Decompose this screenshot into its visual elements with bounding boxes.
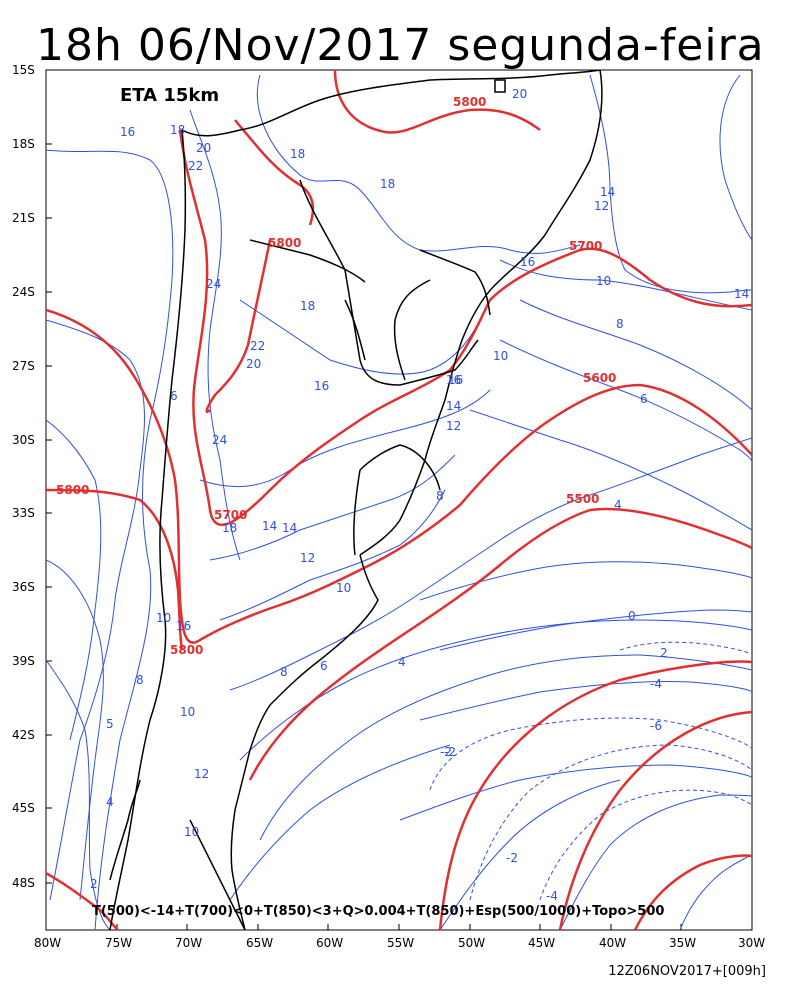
temp-label: 12 — [194, 767, 209, 781]
temp-label: 16 — [446, 373, 461, 387]
temp-label: 10 — [336, 581, 351, 595]
thickness-contours — [46, 70, 752, 930]
temp-label: 16 — [448, 373, 463, 387]
temp-label: -2 — [440, 745, 452, 759]
temp-label: 6 — [640, 392, 648, 406]
thickness-label: 5600 — [583, 371, 616, 385]
lat-label: 21S — [12, 211, 35, 225]
lon-label: 55W — [387, 936, 414, 950]
thickness-labels: 5800 5800 5700 5800 5600 5700 5500 5800 — [56, 95, 616, 657]
temp-label: -4 — [546, 889, 558, 903]
lat-label: 39S — [12, 654, 35, 668]
temp-label: 0 — [628, 609, 636, 623]
lat-label: 30S — [12, 433, 35, 447]
lon-label: 30W — [738, 936, 765, 950]
lon-label: 35W — [669, 936, 696, 950]
temp-label: 4 — [106, 795, 114, 809]
map-frame — [45, 69, 753, 931]
temp-label: 20 — [196, 141, 211, 155]
temperature-labels: 16 18 20 22 18 18 20 16 12 14 10 8 24 22… — [90, 87, 749, 903]
lat-label: 42S — [12, 728, 35, 742]
thickness-label: 5500 — [566, 492, 599, 506]
temp-label: -4 — [650, 677, 662, 691]
temp-label: -6 — [650, 719, 662, 733]
temp-label: 20 — [512, 87, 527, 101]
temp-label: 16 — [314, 379, 329, 393]
model-label: ETA 15km — [120, 85, 219, 106]
lon-label: 50W — [458, 936, 485, 950]
thickness-label: 5800 — [453, 95, 486, 109]
temp-label: 18 — [290, 147, 305, 161]
formula-caption: T(500)<-14+T(700)<0+T(850)<3+Q>0.004+T(8… — [92, 904, 664, 919]
temp-label: 14 — [600, 185, 615, 199]
lat-label: 18S — [12, 137, 35, 151]
temp-label: 8 — [280, 665, 288, 679]
lon-label: 65W — [246, 936, 273, 950]
temp-label: 20 — [246, 357, 261, 371]
thickness-label: 5800 — [170, 643, 203, 657]
lon-label: 75W — [105, 936, 132, 950]
lat-label: 36S — [12, 580, 35, 594]
temp-label: -2 — [506, 851, 518, 865]
temp-label: 10 — [493, 349, 508, 363]
temp-label: 16 — [176, 619, 191, 633]
temp-label: 14 — [446, 399, 461, 413]
temp-label: 10 — [596, 274, 611, 288]
temp-label: 18 — [300, 299, 315, 313]
thickness-label: 5700 — [214, 508, 247, 522]
temp-label: 6 — [320, 659, 328, 673]
temp-label: 4 — [614, 498, 622, 512]
lon-label: 70W — [175, 936, 202, 950]
temp-label: 24 — [212, 433, 227, 447]
temp-label: 24 — [206, 277, 221, 291]
lat-label: 15S — [12, 63, 35, 77]
station-marker — [494, 79, 506, 93]
temp-label: 10 — [156, 611, 171, 625]
temp-label: 22 — [188, 159, 203, 173]
temp-label: 10 — [184, 825, 199, 839]
temp-label: 2 — [660, 646, 668, 660]
lat-label: 27S — [12, 359, 35, 373]
temp-label: 6 — [170, 389, 178, 403]
temp-label: 12 — [446, 419, 461, 433]
temp-label: 18 — [380, 177, 395, 191]
temp-label: 12 — [594, 199, 609, 213]
temp-label: 8 — [136, 673, 144, 687]
lon-label: 80W — [34, 936, 61, 950]
negative-contours — [429, 641, 752, 901]
thickness-label: 5700 — [569, 239, 602, 253]
temp-label: 8 — [436, 489, 444, 503]
temp-label: 14 — [282, 521, 297, 535]
temp-label: 16 — [520, 255, 535, 269]
temp-label: 18 — [222, 521, 237, 535]
lat-label: 24S — [12, 285, 35, 299]
temp-label: -2 — [444, 745, 456, 759]
lon-label: 60W — [316, 936, 343, 950]
temp-label: 14 — [734, 287, 749, 301]
lon-label: 45W — [528, 936, 555, 950]
temperature-contours — [46, 74, 752, 930]
temp-label: 2 — [90, 877, 98, 891]
temp-label: 22 — [250, 339, 265, 353]
longitude-labels: 80W 75W 70W 65W 60W 55W 50W 45W 40W 35W … — [34, 936, 765, 950]
temp-label: 4 — [398, 655, 406, 669]
thickness-label: 5800 — [268, 236, 301, 250]
coastlines-and-borders — [109, 70, 603, 930]
temp-label: 8 — [616, 317, 624, 331]
latitude-labels: 15S 18S 21S 24S 27S 30S 33S 36S 39S 42S … — [12, 63, 35, 890]
run-timestamp: 12Z06NOV2017+[009h] — [608, 964, 766, 979]
temp-label: 5 — [106, 717, 114, 731]
temp-label: 18 — [170, 123, 185, 137]
temp-label: 16 — [120, 125, 135, 139]
lat-label: 33S — [12, 506, 35, 520]
temp-label: 10 — [180, 705, 195, 719]
thickness-label: 5800 — [56, 483, 89, 497]
lat-label: 45S — [12, 801, 35, 815]
temp-label: 12 — [300, 551, 315, 565]
lon-label: 40W — [599, 936, 626, 950]
lat-label: 48S — [12, 876, 35, 890]
map-title: 18h 06/Nov/2017 segunda-feira — [36, 20, 765, 71]
temp-label: 14 — [262, 519, 277, 533]
